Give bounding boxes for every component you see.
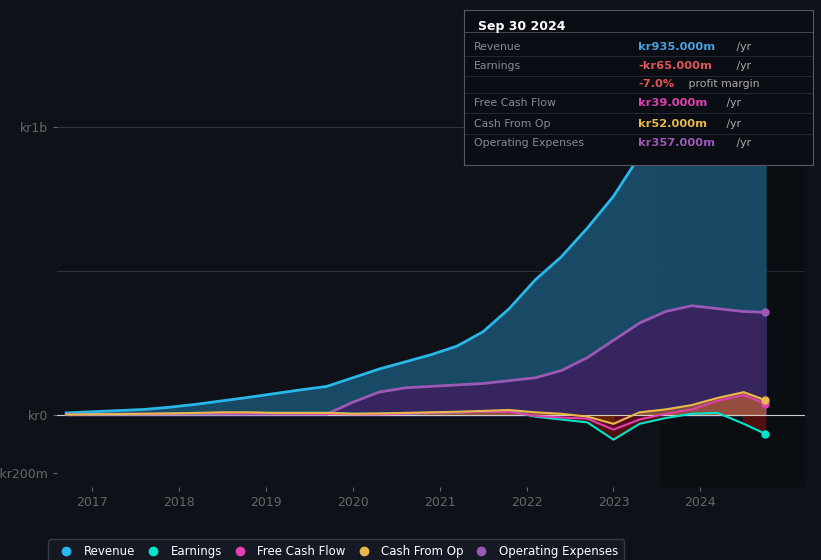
Text: Sep 30 2024: Sep 30 2024 [478,20,566,34]
Text: -7.0%: -7.0% [639,80,675,89]
Text: kr935.000m: kr935.000m [639,42,715,52]
Text: /yr: /yr [723,119,741,129]
Text: Revenue: Revenue [475,42,522,52]
Text: profit margin: profit margin [686,80,760,89]
Text: Earnings: Earnings [475,62,521,71]
Text: /yr: /yr [732,42,750,52]
Text: Cash From Op: Cash From Op [475,119,551,129]
Text: -kr65.000m: -kr65.000m [639,62,712,71]
Bar [661,84,805,487]
Text: Free Cash Flow: Free Cash Flow [475,98,556,108]
Text: kr52.000m: kr52.000m [639,119,708,129]
Text: /yr: /yr [732,138,750,148]
Text: kr357.000m: kr357.000m [639,138,715,148]
Text: Operating Expenses: Operating Expenses [475,138,585,148]
Legend: Revenue, Earnings, Free Cash Flow, Cash From Op, Operating Expenses: Revenue, Earnings, Free Cash Flow, Cash … [48,539,624,560]
Text: /yr: /yr [723,98,741,108]
Text: kr39.000m: kr39.000m [639,98,708,108]
Text: /yr: /yr [732,62,750,71]
